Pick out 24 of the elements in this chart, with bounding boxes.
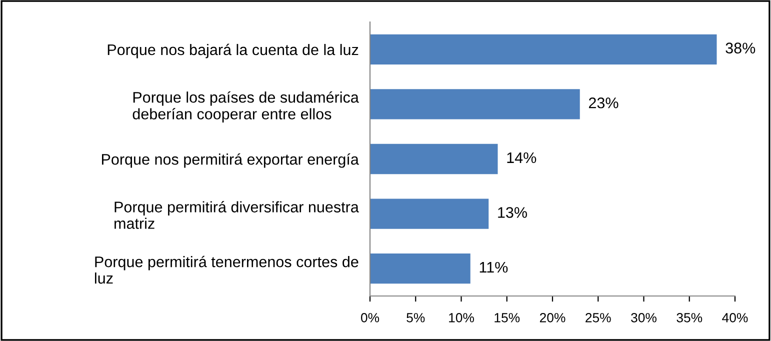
x-tick-label: 0% [360, 313, 380, 322]
x-tick-label: 35% [676, 313, 702, 322]
y-tick-label: Porque los países de sudamérica deberían cooperar entre ellos [132, 91, 359, 122]
data-label: 38% [726, 42, 756, 54]
x-tick-label: 20% [540, 313, 566, 322]
y-tick-label: Porque nos permitirá exportar energía [102, 153, 359, 168]
x-tick-label: 30% [631, 313, 656, 322]
data-label: 13% [498, 207, 527, 218]
bar [370, 89, 580, 120]
data-label: 23% [588, 97, 618, 108]
data-label: 11% [480, 262, 508, 273]
x-tick-label: 40% [722, 313, 748, 322]
y-tick-label: Porque permitirá diversificar nuestra matriz [114, 201, 359, 229]
x-tick-label: 5% [406, 313, 425, 322]
y-tick-label: Porque permitirá tenermenos cortes de luz [94, 256, 358, 284]
y-tick-label: Porque nos bajará la cuenta de la luz [108, 44, 358, 58]
x-tick-label: 15% [494, 313, 520, 322]
bar [370, 254, 470, 284]
x-tick-label: 10% [449, 313, 474, 322]
x-tick-label: 25% [586, 313, 611, 322]
data-label: 14% [507, 152, 536, 164]
bar [370, 34, 717, 64]
bar [370, 198, 489, 229]
bar [370, 144, 498, 174]
